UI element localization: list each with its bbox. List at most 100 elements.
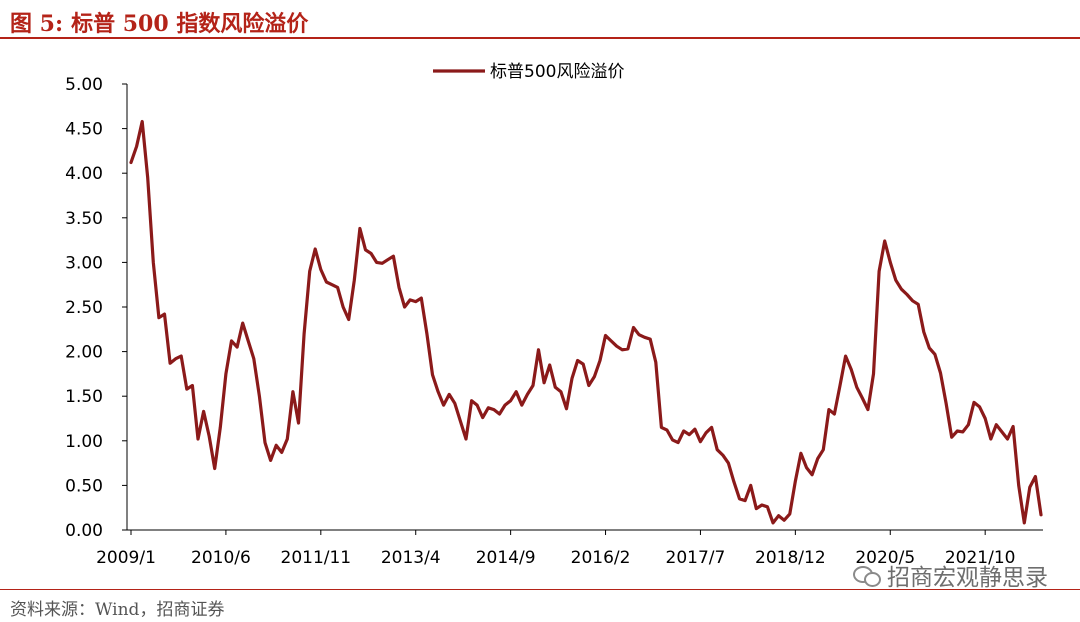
data-point: [471, 400, 473, 402]
figure-number: 图 5:: [10, 11, 64, 37]
watermark: 招商宏观静思录: [853, 558, 1048, 592]
data-point: [521, 404, 523, 406]
data-point: [482, 417, 484, 419]
data-point: [661, 427, 663, 429]
data-point: [264, 442, 266, 444]
data-point: [292, 391, 294, 393]
data-point: [476, 404, 478, 406]
data-point: [711, 427, 713, 429]
data-point: [1024, 522, 1026, 524]
data-point: [259, 395, 261, 397]
data-point: [510, 400, 512, 402]
data-point: [130, 162, 132, 164]
data-point: [588, 385, 590, 387]
data-point: [203, 411, 205, 413]
y-tick-label: 1.50: [65, 387, 103, 407]
data-point: [627, 348, 629, 350]
x-tick-label: 2020/5: [855, 548, 915, 568]
data-point: [443, 404, 445, 406]
data-point: [890, 262, 892, 264]
data-point: [795, 480, 797, 482]
data-point: [169, 362, 171, 364]
data-point: [147, 177, 149, 179]
data-point: [622, 349, 624, 351]
data-point: [197, 438, 199, 440]
data-point: [365, 249, 367, 251]
header-rule: [0, 37, 1080, 39]
data-point: [984, 418, 986, 420]
data-point: [236, 346, 238, 348]
data-point: [862, 397, 864, 399]
data-point: [873, 373, 875, 375]
y-tick-label: 2.50: [65, 298, 103, 318]
data-point: [1035, 476, 1037, 478]
data-point: [460, 420, 462, 422]
data-point: [370, 253, 372, 255]
y-tick-label: 3.50: [65, 209, 103, 229]
data-point: [996, 424, 998, 426]
x-tick-label: 2017/7: [666, 548, 726, 568]
x-tick-label: 2014/9: [476, 548, 536, 568]
y-tick-label: 2.00: [65, 343, 103, 363]
figure-header: 图 5: 标普 500 指数风险溢价: [10, 6, 1070, 37]
y-tick-label: 0.00: [65, 521, 103, 541]
data-point: [733, 481, 735, 483]
data-point: [957, 430, 959, 432]
data-point: [376, 262, 378, 264]
data-point: [387, 259, 389, 261]
x-tick-label: 2009/1: [96, 548, 156, 568]
data-point: [700, 441, 702, 443]
data-point: [850, 369, 852, 371]
legend-label: 标普500风险溢价: [490, 62, 624, 82]
data-point: [298, 422, 300, 424]
watermark-text: 招商宏观静思录: [887, 565, 1048, 591]
data-point: [689, 434, 691, 436]
data-point: [672, 439, 674, 441]
data-point: [242, 322, 244, 324]
data-point: [141, 121, 143, 123]
data-point: [728, 462, 730, 464]
data-point: [220, 427, 222, 429]
data-point: [806, 467, 808, 469]
data-point: [901, 288, 903, 290]
data-point: [398, 287, 400, 289]
data-point: [231, 340, 233, 342]
x-tick-label: 2013/4: [381, 548, 441, 568]
data-point: [778, 515, 780, 517]
data-point: [275, 445, 277, 447]
source-note: 资料来源：Wind，招商证券: [10, 600, 225, 620]
data-point: [560, 391, 562, 393]
data-point: [543, 382, 545, 384]
data-point: [186, 388, 188, 390]
data-point: [448, 394, 450, 396]
data-point: [577, 360, 579, 362]
data-point: [1001, 431, 1003, 433]
data-point: [409, 299, 411, 301]
data-point: [968, 424, 970, 426]
data-point: [566, 408, 568, 410]
data-point: [153, 262, 155, 264]
x-tick-label: 2018/12: [755, 548, 826, 568]
data-point: [1040, 514, 1042, 516]
data-point: [716, 449, 718, 451]
data-point: [1018, 485, 1020, 487]
data-point: [934, 354, 936, 356]
data-point: [158, 317, 160, 319]
data-point: [393, 255, 395, 257]
data-point: [923, 331, 925, 333]
data-point: [270, 460, 272, 462]
y-tick-label: 0.50: [65, 476, 103, 496]
data-point: [912, 300, 914, 302]
data-point: [694, 428, 696, 430]
data-point: [951, 436, 953, 438]
data-point: [415, 301, 417, 303]
y-tick-label: 4.00: [65, 164, 103, 184]
data-point: [571, 378, 573, 380]
data-point: [421, 297, 423, 299]
data-point: [309, 271, 311, 273]
footer-rule: [0, 589, 1080, 590]
x-tick-label: 2016/2: [571, 548, 631, 568]
data-point: [649, 338, 651, 340]
data-point: [895, 279, 897, 281]
